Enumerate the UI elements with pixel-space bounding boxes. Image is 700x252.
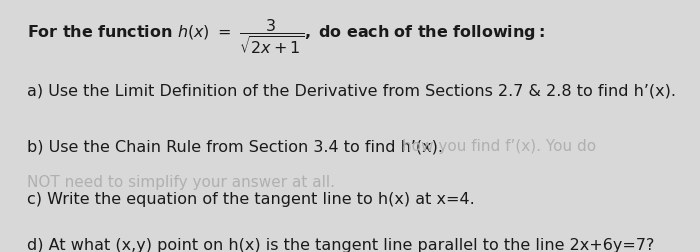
Text: a) Use the Limit Definition of the Derivative from Sections 2.7 & 2.8 to find h’: a) Use the Limit Definition of the Deriv… xyxy=(27,83,676,98)
Text: d) At what (x,y) point on h(x) is the tangent line parallel to the line 2x+6y=7?: d) At what (x,y) point on h(x) is the ta… xyxy=(27,237,654,252)
Text: $\mathbf{For\ the\ function}\ \mathit{h}(x)\ =\ \dfrac{3}{\sqrt{2x+1}}\mathbf{,\: $\mathbf{For\ the\ function}\ \mathit{h}… xyxy=(27,18,545,56)
Text: NOT need to simplify your answer at all.: NOT need to simplify your answer at all. xyxy=(27,174,335,189)
Text: c) Write the equation of the tangent line to h(x) at x=4.: c) Write the equation of the tangent lin… xyxy=(27,192,475,206)
Text: b) Use the Chain Rule from Section 3.4 to find h’(x).: b) Use the Chain Rule from Section 3.4 t… xyxy=(27,139,442,153)
Text: how you find f’(x). You do: how you find f’(x). You do xyxy=(402,139,596,153)
